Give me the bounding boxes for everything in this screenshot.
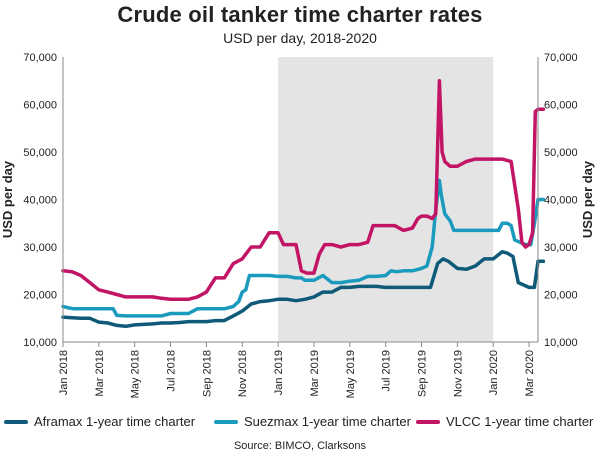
x-tick-label: Mar 2020 <box>524 350 536 396</box>
x-tick-label: Jan 2019 <box>273 350 285 395</box>
legend-swatch-suezmax <box>214 419 238 424</box>
y-tick-label-left: 70,000 <box>23 52 57 64</box>
x-tick-label: Jan 2018 <box>58 350 70 395</box>
source-note: Source: BIMCO, Clarksons <box>233 440 367 452</box>
x-tick-label: Nov 2018 <box>237 350 249 397</box>
line-chart: Jan 2018 Mar 2018 May 2018 Jul 2018 Sep 2018… <box>0 52 595 398</box>
x-tick-label: Mar 2019 <box>309 350 321 396</box>
x-tick-label: Sep 2019 <box>416 350 428 397</box>
series-line-vlcc <box>61 79 546 302</box>
y-tick-label-right: 20,000 <box>544 290 578 302</box>
x-tick-label: Mar 2018 <box>94 350 106 396</box>
x-tick-label: Jul 2018 <box>166 350 178 392</box>
legend-item-suezmax: Suezmax 1-year time charter <box>214 414 411 429</box>
y-tick-label-right: 40,000 <box>544 195 578 207</box>
chart-subtitle: USD per day, 2018-2020 <box>223 30 377 46</box>
y-tick-label-right: 30,000 <box>544 242 578 254</box>
y-tick-label-right: 50,000 <box>544 147 578 159</box>
series-line-suezmax <box>61 178 546 318</box>
y-tick-label-right: 60,000 <box>544 100 578 112</box>
y-tick-label-right: 70,000 <box>544 52 578 64</box>
legend-swatch-vlcc <box>416 419 440 424</box>
legend-label-suezmax: Suezmax 1-year time charter <box>244 414 411 429</box>
x-tick-label: May 2019 <box>345 350 357 398</box>
y-tick-label-left: 20,000 <box>23 290 57 302</box>
shaded-period <box>278 57 494 342</box>
legend: Aframax 1-year time charter Suezmax 1-ye… <box>0 414 600 434</box>
x-tick-label: Jul 2019 <box>381 350 393 392</box>
x-tick-label: May 2018 <box>130 350 142 398</box>
y-tick-label-left: 30,000 <box>23 242 57 254</box>
y-axis-title-left: USD per day <box>0 160 15 238</box>
x-tick-label: Jan 2020 <box>488 350 500 395</box>
series-group <box>61 79 546 329</box>
x-tick-label: Sep 2018 <box>201 350 213 397</box>
y-tick-label-right: 10,000 <box>544 337 578 349</box>
legend-item-vlcc: VLCC 1-year time charter <box>416 414 593 429</box>
legend-label-aframax: Aframax 1-year time charter <box>34 414 196 429</box>
legend-swatch-aframax <box>4 419 28 424</box>
legend-label-vlcc: VLCC 1-year time charter <box>446 414 594 429</box>
y-tick-label-left: 50,000 <box>23 147 57 159</box>
y-tick-label-left: 60,000 <box>23 100 57 112</box>
x-axis-ticks: Jan 2018 Mar 2018 May 2018 Jul 2018 Sep 2018… <box>58 342 536 398</box>
y-tick-label-left: 40,000 <box>23 195 57 207</box>
x-tick-label: Nov 2019 <box>452 350 464 397</box>
y-tick-label-left: 10,000 <box>23 337 57 349</box>
y-axis-ticks: 10,000 10,000 20,000 20,000 30,000 30,000 40,0… <box>23 52 577 349</box>
y-axis-title-right: USD per day <box>580 160 595 238</box>
chart-title: Crude oil tanker time charter rates <box>117 2 483 27</box>
series-line-aframax <box>61 250 546 329</box>
legend-item-aframax: Aframax 1-year time charter <box>4 414 195 429</box>
